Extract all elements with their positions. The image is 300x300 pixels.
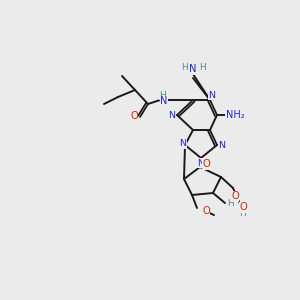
Text: N: N: [197, 158, 205, 167]
Text: H: H: [182, 64, 188, 73]
Text: O: O: [239, 202, 247, 212]
Text: N: N: [169, 110, 176, 119]
Text: H: H: [240, 209, 246, 218]
Text: N: N: [208, 91, 215, 100]
Text: N: N: [160, 96, 168, 106]
Text: N: N: [189, 64, 197, 74]
Text: H: H: [199, 64, 206, 73]
Text: O: O: [130, 111, 138, 121]
Text: O: O: [202, 159, 210, 169]
Text: NH₂: NH₂: [226, 110, 244, 120]
Text: O: O: [231, 191, 239, 201]
Text: H: H: [228, 199, 234, 208]
Text: N: N: [218, 140, 226, 149]
Text: O: O: [202, 206, 210, 216]
Text: H: H: [160, 91, 167, 100]
Text: N: N: [179, 140, 187, 148]
